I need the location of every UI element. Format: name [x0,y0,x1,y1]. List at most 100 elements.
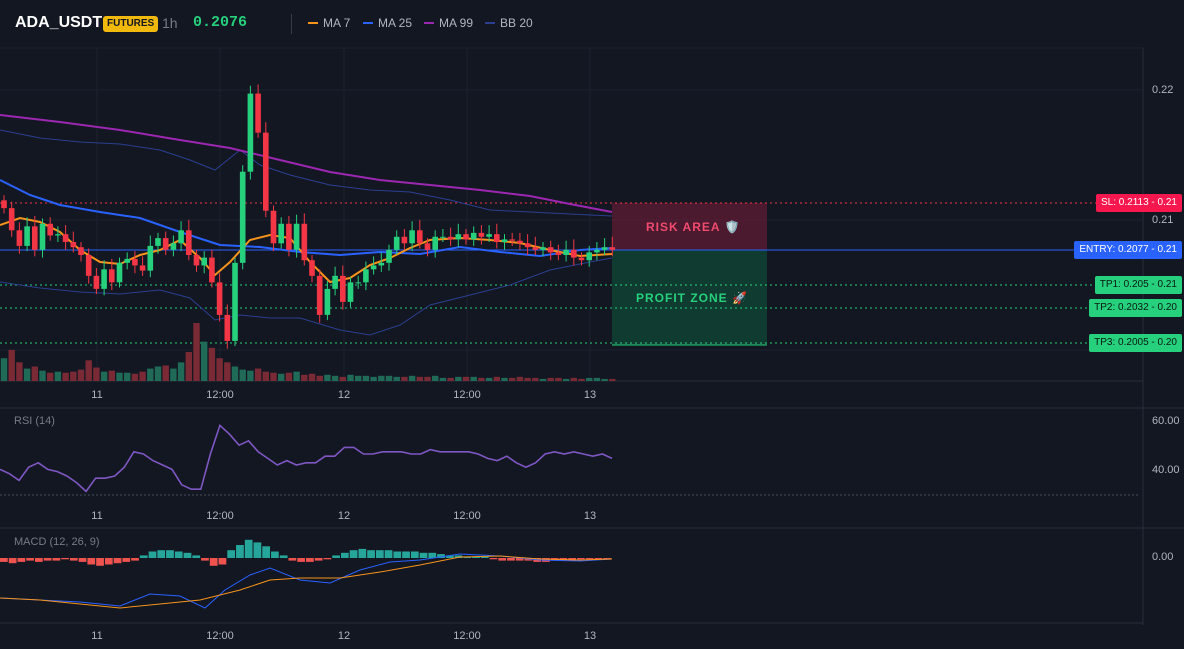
candle-body [32,226,38,250]
volume-bar [162,365,169,381]
volume-bar [224,362,231,381]
volume-bar [147,368,154,381]
volume-bar [462,376,470,381]
candle-body [401,236,408,244]
volume-bar [116,372,123,381]
time-tick: 12:00 [206,510,234,522]
macd-bar [445,555,454,558]
macd-bar [78,558,87,562]
volume-bar [108,370,115,381]
candle-body [109,269,115,283]
macd-bar [166,550,174,558]
entry-tag[interactable]: ENTRY: 0.2077 - 0.21 [1074,241,1182,259]
volume-bar [362,375,370,381]
macd-bar [209,558,218,566]
volume-bar [139,371,146,381]
candle-body [571,249,577,258]
volume-bar [254,368,262,381]
macd-bar [244,539,253,558]
volume-bar [193,323,200,381]
risk-area-label: RISK AREA 🛡️ [646,220,741,234]
volume-bar [201,341,208,381]
macd-signal-line [0,555,613,609]
last-price: 0.2076 [193,14,248,31]
candle-body [532,247,539,250]
time-tick: 12:00 [453,630,481,642]
profit-zone [612,250,767,345]
volume-bar [39,370,46,381]
time-tick: 11 [91,510,103,522]
macd-histogram [0,539,611,566]
time-tick: 12 [337,510,351,522]
volume-bar [562,378,570,381]
volume-bar [586,377,593,381]
volume-bar [378,375,385,381]
rsi-label: RSI (14) [14,415,55,427]
legend-ma99[interactable]: MA 99 [424,16,473,30]
volume-bar [524,377,531,381]
volume-bar [324,374,331,381]
volume-bar [439,377,447,381]
candle-body [494,234,500,242]
candle-body [193,255,200,266]
sl-tag[interactable]: SL: 0.2113 - 0.21 [1096,194,1182,212]
tp1-tag[interactable]: TP1: 0.205 - 0.21 [1094,276,1182,294]
candle-body [347,282,354,302]
volume-bar [85,360,92,381]
macd-bar [323,558,332,560]
candle-body [547,247,554,253]
volume-bar [247,370,254,381]
candle-body [563,249,569,256]
macd-bar [69,558,78,561]
macd-bar [332,555,340,558]
volume-bar [31,366,38,381]
candle-body [62,234,69,242]
time-tick: 11 [91,389,103,401]
symbol-name[interactable]: ADA_USDT [15,14,103,31]
macd-bar [568,558,577,561]
volume-bar [54,371,62,381]
volume-bar [609,378,616,381]
ma25-line [0,179,613,258]
candle-body [255,93,261,133]
time-tick: 12 [337,389,351,401]
macd-bar [34,558,43,562]
tp2-tag[interactable]: TP2: 0.2032 - 0.20 [1089,299,1182,317]
time-tick: 13 [583,630,597,642]
candle-body [278,223,284,244]
macd-tick: 0.00 [1152,551,1174,563]
volume-bar [177,362,185,381]
macd-bar [271,551,279,558]
volume-bar [593,377,601,381]
macd-bar [279,555,288,558]
candle-body [70,241,77,248]
volume-bar [62,372,69,381]
volume-bar [170,368,177,381]
volume-bar [355,375,362,381]
legend-bb20-label: BB 20 [500,16,533,30]
volume-bar [262,371,269,381]
macd-bar [52,558,61,561]
candle-body [186,230,192,256]
candle-body [116,262,123,283]
tp3-tag[interactable]: TP3: 0.2005 - 0.20 [1089,334,1182,352]
volume-bar [539,378,547,381]
time-tick: 12:00 [206,630,234,642]
legend-ma25[interactable]: MA 25 [363,16,412,30]
legend-bb20[interactable]: BB 20 [485,16,533,30]
macd-bar [515,558,524,561]
ma99-swatch [424,22,434,24]
time-tick: 13 [583,389,597,401]
volume-bar [301,374,308,381]
volume-bar [493,376,500,381]
legend-ma7[interactable]: MA 7 [308,16,350,30]
macd-bar [454,555,463,558]
header-divider [291,14,292,34]
candle-body [332,275,338,289]
candle-body [316,275,323,315]
macd-bar [375,550,384,558]
volume-bar [154,366,162,381]
timeframe-label[interactable]: 1h [162,15,178,31]
bb20-upper [0,129,613,217]
